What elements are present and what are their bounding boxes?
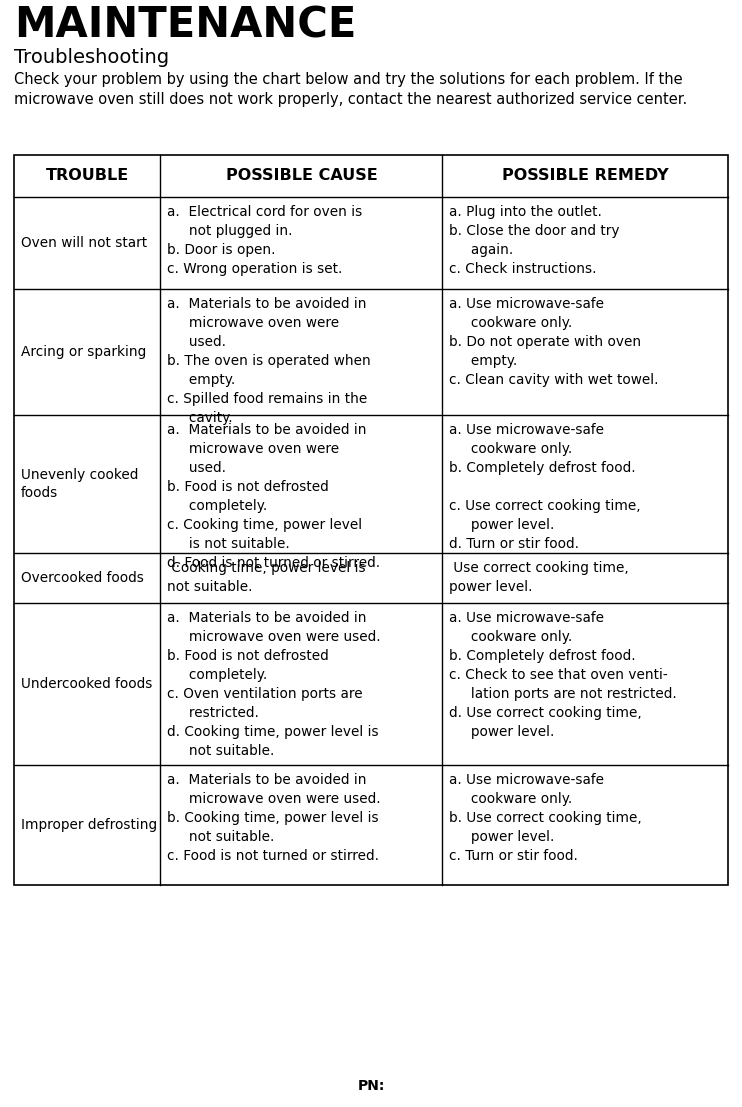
Text: Undercooked foods: Undercooked foods — [21, 677, 152, 691]
Text: a. Use microwave-safe
     cookware only.
b. Do not operate with oven
     empty: a. Use microwave-safe cookware only. b. … — [450, 297, 659, 386]
Text: Oven will not start: Oven will not start — [21, 236, 147, 250]
Text: Unevenly cooked
foods: Unevenly cooked foods — [21, 468, 138, 500]
Text: POSSIBLE REMEDY: POSSIBLE REMEDY — [502, 168, 669, 184]
Text: Improper defrosting: Improper defrosting — [21, 818, 157, 832]
Text: Cooking time, power level is
not suitable.: Cooking time, power level is not suitabl… — [168, 561, 366, 594]
Text: POSSIBLE CAUSE: POSSIBLE CAUSE — [226, 168, 377, 184]
Text: a. Use microwave-safe
     cookware only.
b. Completely defrost food.
c. Check t: a. Use microwave-safe cookware only. b. … — [450, 611, 677, 738]
Text: a. Use microwave-safe
     cookware only.
b. Completely defrost food.

c. Use co: a. Use microwave-safe cookware only. b. … — [450, 423, 641, 550]
Text: a. Use microwave-safe
     cookware only.
b. Use correct cooking time,
     powe: a. Use microwave-safe cookware only. b. … — [450, 773, 642, 862]
Text: a. Plug into the outlet.
b. Close the door and try
     again.
c. Check instruct: a. Plug into the outlet. b. Close the do… — [450, 205, 620, 276]
Bar — [14, 155, 728, 884]
Text: Use correct cooking time,
power level.: Use correct cooking time, power level. — [450, 561, 629, 594]
Text: MAINTENANCE: MAINTENANCE — [14, 6, 356, 46]
Text: TROUBLE: TROUBLE — [45, 168, 129, 184]
Text: Check your problem by using the chart below and try the solutions for each probl: Check your problem by using the chart be… — [14, 72, 687, 107]
Text: a.  Electrical cord for oven is
     not plugged in.
b. Door is open.
c. Wrong o: a. Electrical cord for oven is not plugg… — [168, 205, 363, 276]
Text: a.  Materials to be avoided in
     microwave oven were
     used.
b. Food is no: a. Materials to be avoided in microwave … — [168, 423, 381, 570]
Text: Troubleshooting: Troubleshooting — [14, 48, 169, 68]
Text: Arcing or sparking: Arcing or sparking — [21, 345, 146, 359]
Text: a.  Materials to be avoided in
     microwave oven were
     used.
b. The oven i: a. Materials to be avoided in microwave … — [168, 297, 371, 425]
Text: PN:: PN: — [358, 1079, 384, 1093]
Text: a.  Materials to be avoided in
     microwave oven were used.
b. Cooking time, p: a. Materials to be avoided in microwave … — [168, 773, 381, 862]
Text: Overcooked foods: Overcooked foods — [21, 571, 144, 584]
Text: a.  Materials to be avoided in
     microwave oven were used.
b. Food is not def: a. Materials to be avoided in microwave … — [168, 611, 381, 757]
